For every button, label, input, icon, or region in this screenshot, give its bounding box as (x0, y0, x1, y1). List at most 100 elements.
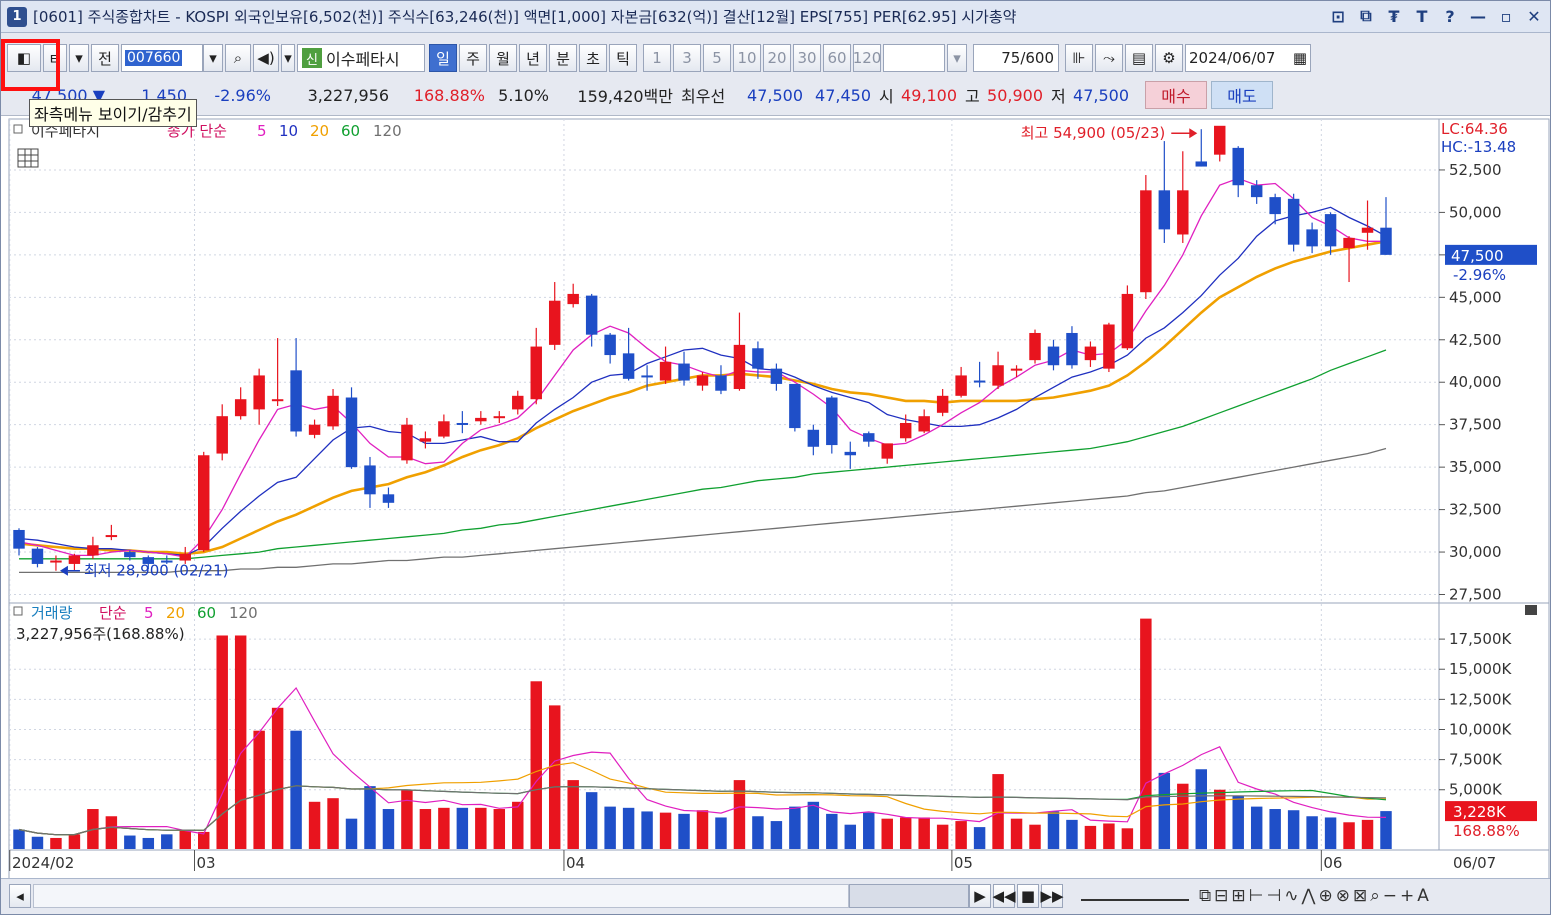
candle-body (548, 300, 561, 345)
scroll-thumb[interactable] (849, 884, 969, 908)
candle-body (1140, 190, 1152, 293)
volume-bar (179, 829, 191, 849)
tool-6-icon[interactable]: ∿ (1284, 886, 1299, 906)
volume-panel-menu-icon[interactable] (13, 606, 23, 616)
volume-bar (696, 810, 709, 849)
interval-20-button[interactable]: 20 (763, 44, 791, 72)
restore-icon[interactable]: ⧉ (1360, 6, 1372, 25)
text-icon[interactable]: A (1417, 886, 1429, 906)
stock-code-value: 007660 (125, 50, 183, 66)
volume-bars (13, 618, 1392, 849)
volume-panel-close-icon[interactable] (1525, 605, 1537, 615)
link-icon[interactable]: ⊡ (1331, 6, 1345, 26)
stock-name-field[interactable]: 신 이수페타시 (297, 44, 425, 72)
tool-5-icon[interactable]: ⊣ (1266, 886, 1282, 906)
pin-icon[interactable]: ₮ (1388, 6, 1400, 26)
chart-area[interactable]: 52,500 50,000 47,500 45,000 42,500 40,000 37,5… (1, 115, 1550, 880)
close-icon[interactable]: ✕ (1527, 6, 1541, 26)
period-month-tab[interactable]: 월 (489, 44, 517, 72)
gear-icon[interactable]: ⚙ (1155, 44, 1183, 72)
calendar-icon[interactable]: ▦ (1292, 49, 1307, 67)
candle-body (1121, 293, 1134, 349)
bar-count-input[interactable]: 75/600 (973, 44, 1059, 72)
period-day-tab[interactable]: 일 (429, 44, 457, 72)
tool-3-icon[interactable]: ⊞ (1231, 886, 1246, 906)
price-tick-label: 42,500 (1449, 331, 1502, 349)
bottom-scroll-bar: ◂ ▶ ◀◀ ■ ▶▶ ⧉ ⊟ ⊞ ⊢ ⊣ ∿ ⋀ ⊕ ⊗ ⊠ ⌕ − + A (1, 878, 1550, 914)
vma5-line (18, 686, 1387, 836)
interval-3-button[interactable]: 3 (673, 44, 701, 72)
interval-1-button[interactable]: 1 (643, 44, 671, 72)
interval-30-button[interactable]: 30 (793, 44, 821, 72)
sell-button[interactable]: 매도 (1211, 81, 1273, 109)
help-icon[interactable]: ? (1445, 6, 1455, 26)
volume-bar (382, 809, 395, 849)
speaker-icon[interactable]: ◀) (253, 44, 279, 72)
minus-icon[interactable]: − (1382, 886, 1397, 906)
volume-bar (752, 816, 764, 849)
title-bar[interactable]: 1 [0601] 주식종합차트 - KOSPI 외국인보유[6,502(천)] … (1, 1, 1550, 33)
rewind-icon[interactable]: ◀◀ (992, 884, 1016, 908)
candle-body (678, 363, 690, 381)
period-tick-tab[interactable]: 틱 (609, 44, 637, 72)
stock-code-input[interactable]: 007660 (121, 44, 203, 72)
date-input[interactable]: 2024/06/07 ▦ (1185, 44, 1311, 72)
open-label: 시 (879, 87, 894, 106)
scroll-left-icon[interactable]: ◂ (9, 884, 31, 908)
period-year-tab[interactable]: 년 (519, 44, 547, 72)
tool-9-icon[interactable]: ⊗ (1335, 886, 1350, 906)
tool-10-icon[interactable]: ⊠ (1352, 886, 1368, 906)
scroll-track[interactable] (33, 884, 849, 908)
candle-body (881, 443, 893, 459)
grid-toggle-icon[interactable] (17, 148, 39, 168)
candle-body (1287, 198, 1300, 245)
save-icon[interactable]: ▤ (1125, 44, 1153, 72)
period-second-tab[interactable]: 초 (579, 44, 607, 72)
type-dropdown-icon[interactable]: ▾ (69, 44, 89, 72)
tool-4-icon[interactable]: ⊢ (1248, 886, 1264, 906)
interval-60-button[interactable]: 60 (823, 44, 851, 72)
chart-type-icon[interactable]: ⊪ (1065, 44, 1093, 72)
fast-forward-icon[interactable]: ▶▶ (1040, 884, 1064, 908)
volume-bar (770, 821, 783, 849)
candlesticks (13, 125, 1392, 571)
interval-5-button[interactable]: 5 (703, 44, 731, 72)
plus-icon[interactable]: + (1400, 886, 1415, 906)
last-volume-marker (1445, 801, 1537, 822)
candle-body (899, 422, 912, 439)
interval-dropdown-icon[interactable]: ▾ (947, 44, 967, 72)
stock-chart[interactable]: 52,500 50,000 47,500 45,000 42,500 40,000 37,5… (1, 116, 1550, 880)
interval-120-button[interactable]: 120 (853, 44, 881, 72)
volume-bar (844, 824, 857, 849)
tool-2-icon[interactable]: ⊟ (1214, 886, 1229, 906)
candle-body (1306, 229, 1318, 247)
volume-bar (456, 807, 469, 849)
code-dropdown-icon[interactable]: ▾ (203, 44, 223, 72)
price-panel-menu-icon[interactable] (13, 124, 23, 134)
candle-body (512, 395, 524, 410)
search-icon[interactable]: ⌕ (225, 44, 251, 72)
interval-custom-input[interactable] (883, 44, 945, 72)
tool-8-icon[interactable]: ⊕ (1318, 886, 1333, 906)
zoom-slider[interactable] (1081, 891, 1189, 901)
maximize-icon[interactable]: ▫ (1500, 6, 1512, 26)
tool-7-icon[interactable]: ⋀ (1301, 886, 1316, 906)
period-week-tab[interactable]: 주 (459, 44, 487, 72)
minimize-icon[interactable]: — (1470, 6, 1486, 26)
stop-icon[interactable]: ■ (1017, 884, 1039, 908)
jeon-button[interactable]: 전 (91, 44, 119, 72)
indicator-icon[interactable]: ⤳ (1095, 44, 1123, 72)
date-value: 2024/06/07 (1189, 49, 1276, 67)
tool-1-icon[interactable]: ⧉ (1199, 886, 1212, 906)
volume-bar (345, 818, 358, 849)
play-icon[interactable]: ▶ (969, 884, 991, 908)
speaker-dropdown-icon[interactable]: ▾ (281, 44, 295, 72)
volume-bar (936, 824, 949, 849)
period-minute-tab[interactable]: 분 (549, 44, 577, 72)
left-menu-toggle-button[interactable]: ◧ (7, 44, 41, 72)
price-plot-frame (8, 118, 1440, 604)
buy-button[interactable]: 매수 (1145, 81, 1207, 109)
font-icon[interactable]: T (1416, 6, 1428, 26)
zoom-icon[interactable]: ⌕ (1370, 886, 1380, 906)
interval-10-button[interactable]: 10 (733, 44, 761, 72)
